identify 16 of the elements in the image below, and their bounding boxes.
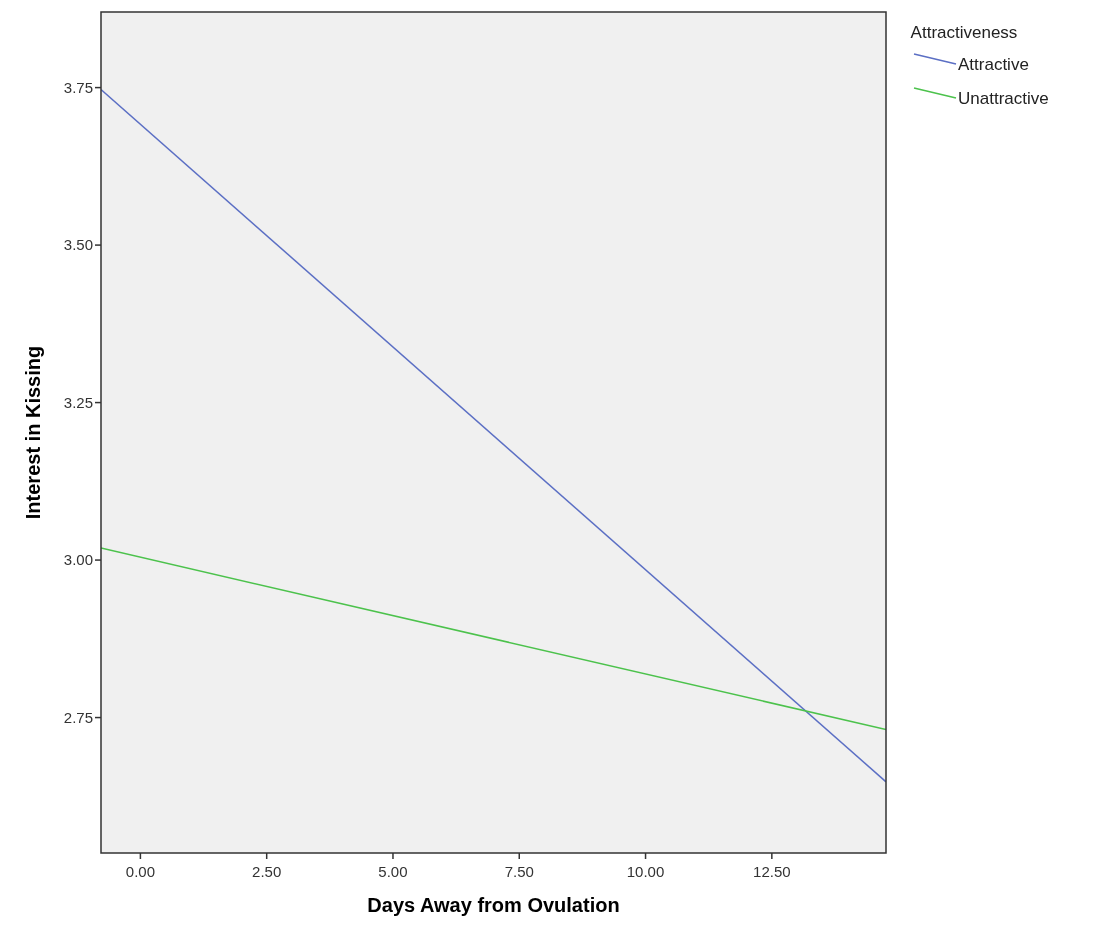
x-tick-label: 7.50: [504, 863, 534, 880]
x-tick-label: 2.50: [252, 863, 282, 880]
legend-title: Attractiveness: [910, 23, 1018, 42]
x-tick-label: 12.50: [753, 863, 791, 880]
y-tick-label: 3.50: [63, 236, 93, 254]
y-axis-title: Interest in Kissing: [22, 345, 44, 520]
y-tick-label: 2.75: [63, 708, 93, 726]
y-tick-label: 3.25: [63, 393, 93, 411]
x-axis-title: Days Away from Ovulation: [367, 894, 620, 916]
x-tick-label: 0.00: [125, 863, 155, 880]
x-tick-label: 5.00: [378, 863, 408, 880]
legend-label: Unattractive: [958, 89, 1049, 108]
x-tick-label: 10.00: [626, 863, 665, 880]
legend-label: Attractive: [958, 55, 1029, 74]
y-tick-label: 3.75: [63, 78, 93, 96]
y-tick-label: 3.00: [63, 551, 93, 569]
